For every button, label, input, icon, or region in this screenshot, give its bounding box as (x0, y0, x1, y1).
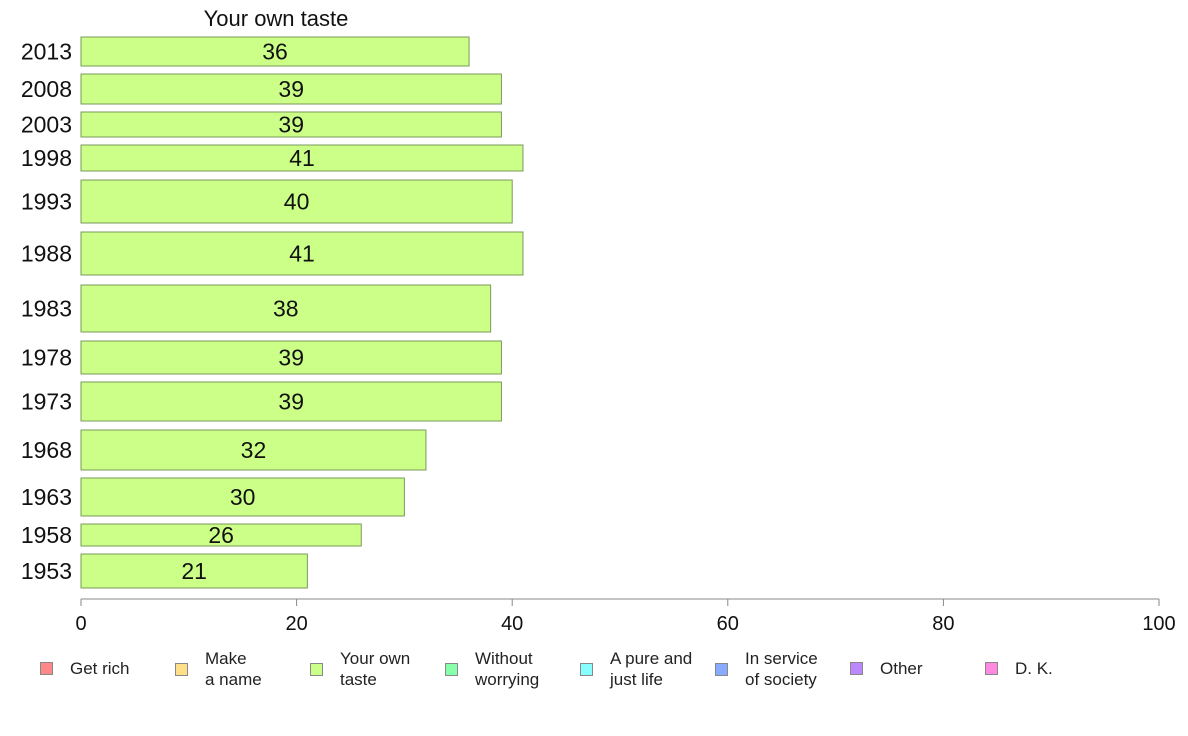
value-label-1953: 21 (181, 558, 207, 584)
x-tick-label-80: 80 (932, 613, 954, 635)
bar-2013 (80, 36, 470, 67)
x-axis: 0 20 40 60 80 100 (75, 598, 1176, 635)
bar-1963 (80, 477, 405, 517)
x-tick-label-0: 0 (75, 613, 86, 635)
bar-1988 (80, 231, 524, 276)
bar-2003 (80, 111, 502, 138)
legend-label: Your own taste (340, 649, 411, 689)
legend-item: D. K. (985, 658, 1053, 679)
bar-1998 (80, 144, 524, 172)
bar-1978 (80, 340, 502, 375)
value-label-2003: 39 (278, 112, 304, 138)
legend-item: Other (850, 658, 923, 679)
category-label-1958: 1958 (21, 522, 72, 548)
value-label-1973: 39 (278, 389, 304, 415)
category-label-1988: 1988 (21, 241, 72, 267)
value-label-1998: 41 (289, 145, 315, 171)
x-tick-label-40: 40 (501, 613, 523, 635)
value-label-1958: 26 (208, 522, 234, 548)
legend-swatch (40, 662, 53, 675)
legend-item: Get rich (40, 658, 130, 679)
legend-swatch (175, 662, 188, 676)
bar-chart: Your own taste 2013 36 2008 39 2003 39 1998 41 1… (21, 6, 1176, 635)
legend-swatch (850, 662, 863, 675)
bar-1968 (80, 429, 427, 471)
legend-swatch (445, 662, 458, 676)
legend: Get rich Make a name Your own taste Without… (0, 646, 1188, 696)
bar-1958 (80, 523, 362, 547)
legend-item: In service of society (715, 648, 818, 690)
legend-label: Make a name (205, 649, 262, 689)
category-label-1998: 1998 (21, 145, 72, 171)
category-label-2013: 2013 (21, 39, 72, 65)
category-label-1983: 1983 (21, 296, 72, 322)
legend-label: Without worrying (475, 649, 540, 689)
value-label-1963: 30 (230, 484, 256, 510)
bar-2008 (80, 73, 502, 105)
category-label-1968: 1968 (21, 437, 72, 463)
legend-swatch (715, 662, 728, 676)
bar-1993 (80, 179, 513, 224)
chart-title: Your own taste (204, 6, 349, 31)
legend-swatch (580, 662, 593, 676)
legend-swatch (985, 662, 998, 675)
x-tick-label-20: 20 (285, 613, 307, 635)
value-label-2013: 36 (262, 39, 288, 65)
category-label-1973: 1973 (21, 389, 72, 415)
legend-swatch (310, 662, 323, 676)
legend-item: Your own taste (310, 648, 410, 690)
value-label-1983: 38 (273, 296, 299, 322)
bar-1983 (80, 284, 492, 333)
x-tick-label-100: 100 (1142, 613, 1175, 635)
legend-label: A pure and just life (610, 649, 693, 689)
legend-label: Get rich (70, 659, 130, 678)
value-label-1978: 39 (278, 345, 304, 371)
category-label-1963: 1963 (21, 484, 72, 510)
category-label-1978: 1978 (21, 345, 72, 371)
bar-1953 (80, 553, 308, 589)
category-label-1993: 1993 (21, 189, 72, 215)
category-label-1953: 1953 (21, 558, 72, 584)
legend-label: Other (880, 659, 923, 678)
bars-group: 2013 36 2008 39 2003 39 1998 41 1993 40 1988 41 1983… (21, 36, 524, 589)
value-label-1988: 41 (289, 241, 315, 267)
legend-label: D. K. (1015, 659, 1053, 678)
value-label-1968: 32 (241, 437, 267, 463)
bar-1973 (80, 381, 502, 422)
legend-label: In service of society (745, 649, 818, 689)
value-label-1993: 40 (284, 189, 310, 215)
category-label-2003: 2003 (21, 112, 72, 138)
legend-item: Make a name (175, 648, 262, 690)
legend-item: Without worrying (445, 648, 539, 690)
value-label-2008: 39 (278, 76, 304, 102)
category-label-2008: 2008 (21, 76, 72, 102)
x-tick-label-60: 60 (717, 613, 739, 635)
legend-item: A pure and just life (580, 648, 692, 690)
